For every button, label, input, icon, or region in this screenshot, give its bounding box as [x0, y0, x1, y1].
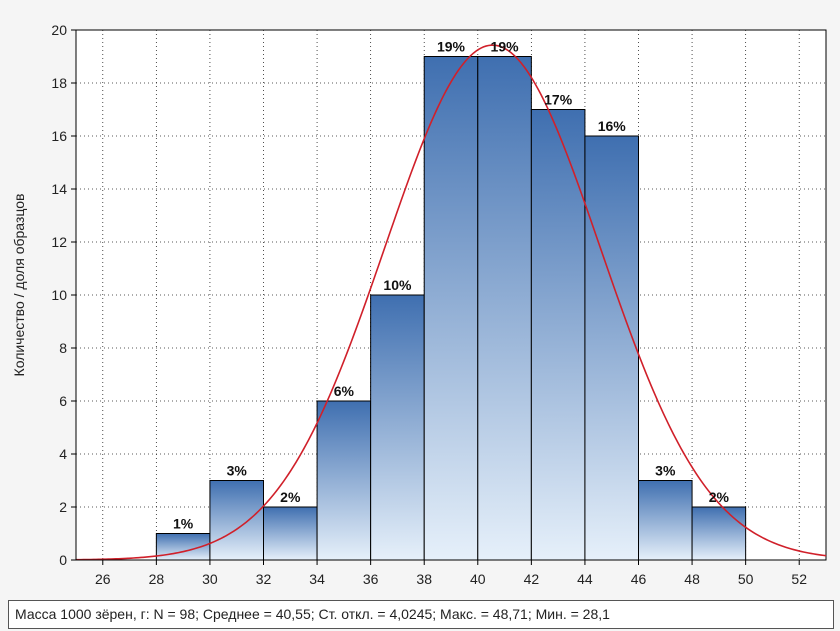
bar-label: 10% [383, 277, 412, 293]
histogram-bar [423, 56, 479, 561]
bar-label: 3% [655, 463, 676, 479]
histogram-bar [316, 400, 372, 561]
bar-label: 2% [709, 489, 730, 505]
x-tick-label: 52 [791, 571, 807, 587]
histogram-bar [530, 109, 586, 561]
x-tick-label: 48 [684, 571, 700, 587]
y-tick-label: 6 [59, 393, 67, 409]
y-tick-label: 16 [51, 128, 67, 144]
bar-label: 3% [227, 463, 248, 479]
y-axis-label: Количество / доля образцов [11, 194, 27, 377]
normal-curve-line [75, 44, 827, 561]
axes: 26 28 30 32 34 36 38 40 42 44 46 48 50 52024681012141… [51, 22, 826, 587]
histogram-bar [584, 135, 640, 561]
normal-curve [75, 44, 827, 561]
x-tick-label: 32 [256, 571, 272, 587]
histogram-bar [209, 480, 265, 561]
y-tick-label: 14 [51, 181, 67, 197]
x-tick-label: 50 [738, 571, 754, 587]
y-tick-label: 8 [59, 340, 67, 356]
x-tick-label: 40 [470, 571, 486, 587]
x-tick-label: 28 [149, 571, 165, 587]
bars [155, 56, 747, 561]
histogram-bar [691, 506, 747, 561]
x-tick-label: 34 [309, 571, 325, 587]
histogram-bar [370, 294, 425, 561]
bar-label: 6% [334, 383, 355, 399]
y-tick-label: 2 [59, 499, 67, 515]
bar-label: 17% [544, 92, 573, 108]
x-tick-label: 46 [631, 571, 647, 587]
x-tick-label: 36 [363, 571, 379, 587]
y-tick-label: 20 [51, 22, 67, 38]
bar-labels: 1% 3% 2% 6% 10% 19% 19% 17% 16% 3% 2% [173, 39, 730, 532]
y-tick-label: 10 [51, 287, 67, 303]
x-tick-label: 44 [577, 571, 593, 587]
histogram-bar [263, 506, 318, 561]
bar-label: 19% [491, 39, 520, 55]
histogram-bar [477, 56, 532, 561]
statistics-caption: Масса 1000 зёрен, г: N = 98; Среднее = 4… [8, 600, 834, 629]
bar-label: 1% [173, 516, 194, 532]
y-tick-label: 12 [51, 234, 67, 250]
y-tick-label: 0 [59, 552, 67, 568]
bar-label: 2% [280, 489, 301, 505]
y-tick-label: 4 [59, 446, 67, 462]
x-tick-label: 26 [95, 571, 111, 587]
x-tick-label: 38 [416, 571, 432, 587]
bar-label: 16% [598, 118, 627, 134]
y-tick-label: 18 [51, 75, 67, 91]
histogram-bar [638, 480, 693, 561]
x-tick-label: 30 [202, 571, 218, 587]
x-tick-label: 42 [524, 571, 540, 587]
bar-label: 19% [437, 39, 466, 55]
